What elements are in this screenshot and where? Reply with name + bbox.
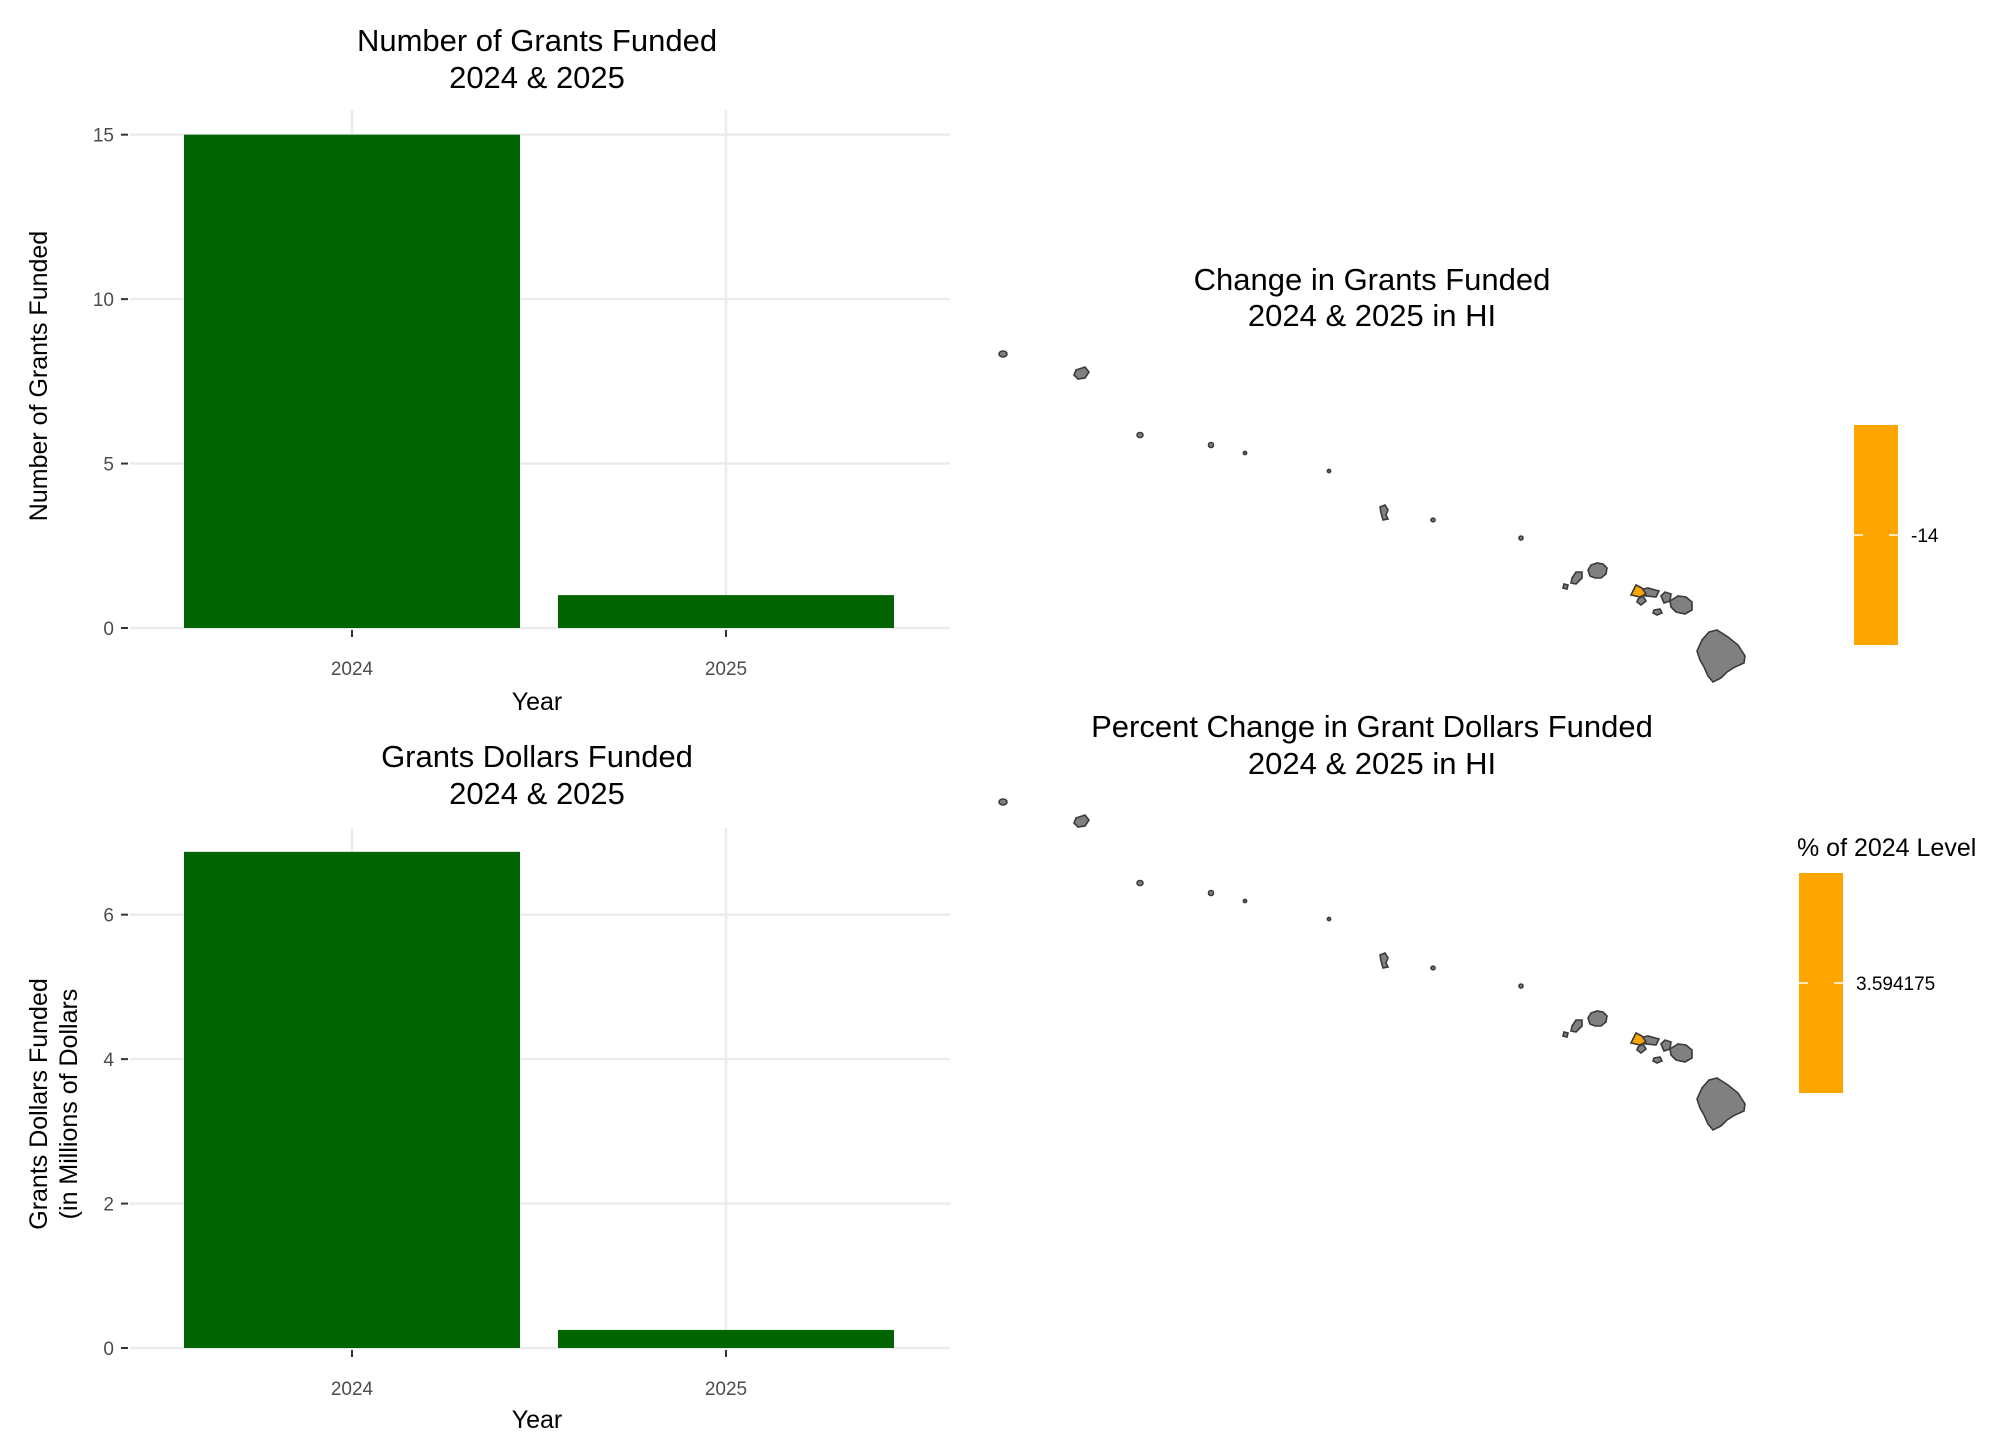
bar-2025	[558, 1329, 894, 1348]
island-gardner-pinnacles	[1326, 468, 1332, 474]
island-maui-highlight	[1629, 583, 1648, 598]
island-laysan-island	[1207, 441, 1215, 449]
x-axis-title: Year	[512, 688, 563, 716]
island-maui-east	[1669, 595, 1693, 615]
island-niihau	[1562, 583, 1569, 590]
island-maro-reef	[1242, 450, 1248, 456]
hawaii-map-grant-dollars	[998, 798, 1746, 1131]
island-kauai	[1570, 1019, 1583, 1033]
island-necker-island	[1430, 965, 1436, 971]
island-kahoolawe	[1652, 1056, 1664, 1064]
island-french-frigate-shoals	[1379, 952, 1390, 969]
bar-panel-grant-count: Number of Grants Funded 2024 & 2025 0 5 10…	[25, 23, 950, 716]
island-kure-atoll	[998, 350, 1008, 358]
chart-title-line: Number of Grants Funded	[357, 23, 717, 58]
hawaii-map-grant-count	[998, 350, 1746, 683]
y-tick-label: 6	[103, 906, 114, 927]
legend-label: -14	[1911, 526, 1939, 547]
y-tick-label: 5	[103, 455, 114, 476]
y-tick-label: 0	[103, 619, 114, 640]
island-kure-atoll	[998, 798, 1008, 806]
map-title-line: 2024 & 2025 in HI	[1248, 298, 1496, 333]
island-laysan-island	[1207, 889, 1215, 897]
island-lisianski-island	[1136, 431, 1144, 439]
island-french-frigate-shoals	[1379, 504, 1390, 521]
legend-grant-count: -14	[1854, 425, 1939, 645]
island-nihoa-island	[1518, 535, 1524, 541]
x-tick-label: 2024	[331, 1379, 374, 1400]
island-kauai	[1570, 571, 1583, 585]
map-title-grant-dollars: Percent Change in Grant Dollars Funded 2…	[1091, 709, 1653, 781]
island-gardner-pinnacles	[1326, 916, 1332, 922]
y-tick-label: 2	[103, 1195, 114, 1216]
island-lisianski-island	[1136, 879, 1144, 887]
island-oahu	[1587, 1010, 1608, 1027]
island-maui-highlight	[1629, 1031, 1648, 1046]
chart-title-line: Grants Dollars Funded	[381, 739, 693, 774]
y-tick-label: 10	[93, 290, 114, 311]
y-tick-label: 4	[103, 1050, 114, 1071]
island-niihau	[1562, 1031, 1569, 1038]
bar-2024	[184, 851, 520, 1348]
y-tick-label: 0	[103, 1339, 114, 1360]
chart-title-line: 2024 & 2025	[449, 776, 625, 811]
x-tick-label: 2024	[331, 659, 374, 680]
x-tick-label: 2025	[705, 659, 747, 680]
y-axis-title: (in Millions of Dollars	[55, 989, 83, 1220]
legend-title: % of 2024 Level	[1797, 834, 1976, 862]
island-maui-west	[1660, 591, 1672, 604]
map-title-line: 2024 & 2025 in HI	[1248, 746, 1496, 781]
island-hawaii-big-island	[1696, 629, 1746, 683]
island-oahu	[1587, 562, 1608, 579]
y-axis-title: Grants Dollars Funded	[25, 978, 53, 1230]
chart-title-line: 2024 & 2025	[449, 60, 625, 95]
y-axis-title: Number of Grants Funded	[25, 231, 53, 521]
island-kahoolawe	[1652, 608, 1664, 616]
bar-2024	[184, 134, 520, 628]
legend-grant-dollars: % of 2024 Level 3.594175	[1797, 834, 1976, 1093]
legend-label: 3.594175	[1856, 974, 1935, 995]
y-tick-label: 15	[93, 126, 114, 147]
island-midway-atoll	[1073, 366, 1090, 380]
island-maui-west	[1660, 1039, 1672, 1052]
x-axis-title: Year	[512, 1406, 563, 1434]
bar-2025	[558, 595, 894, 628]
map-title-grant-count: Change in Grants Funded 2024 & 2025 in H…	[1194, 262, 1551, 333]
map-title-line: Percent Change in Grant Dollars Funded	[1091, 709, 1653, 744]
island-maui-east	[1669, 1043, 1693, 1063]
x-tick-label: 2025	[705, 1379, 747, 1400]
map-title-line: Change in Grants Funded	[1194, 262, 1551, 297]
island-necker-island	[1430, 517, 1436, 523]
island-hawaii-big-island	[1696, 1077, 1746, 1131]
bar-panel-grant-dollars: Grants Dollars Funded 2024 & 2025 0 2 4 6 2…	[25, 739, 950, 1434]
island-maro-reef	[1242, 898, 1248, 904]
island-nihoa-island	[1518, 983, 1524, 989]
island-midway-atoll	[1073, 814, 1090, 828]
